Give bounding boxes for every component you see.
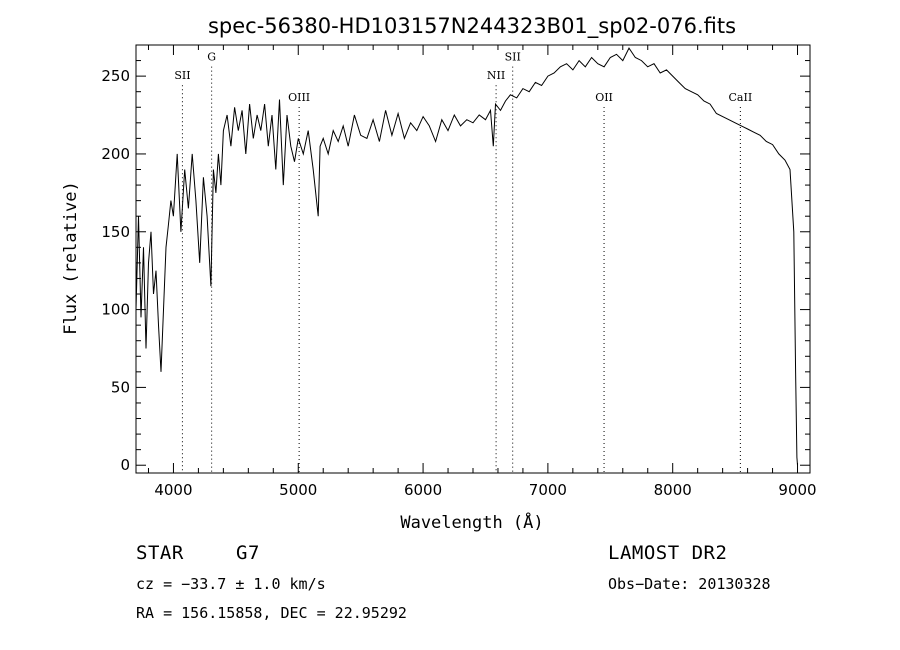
x-tick-label: 4000 (154, 481, 192, 499)
spectral-line-label: NII (487, 69, 505, 82)
survey-name: LAMOST DR2 (608, 542, 728, 564)
y-tick-label: 0 (120, 456, 130, 474)
object-class: STAR (136, 542, 184, 564)
y-tick-label: 50 (111, 378, 130, 396)
spectral-line-label: CaII (729, 91, 753, 104)
y-axis-label: Flux (relative) (61, 181, 81, 335)
spectral-line-label: OIII (288, 91, 310, 104)
plot-frame (135, 44, 811, 474)
y-axis-ticks: 0 50 100 150 200 250 (101, 60, 810, 474)
y-tick-label: 100 (101, 301, 130, 319)
x-tick-label: 8000 (654, 481, 692, 499)
y-tick-label: 200 (101, 145, 130, 163)
x-axis-label: Wavelength (Å) (400, 511, 543, 533)
spectral-line-label: SII (505, 51, 521, 64)
y-tick-label: 250 (101, 67, 130, 85)
y-tick-label: 150 (101, 223, 130, 241)
coordinates: RA = 156.15858, DEC = 22.95292 (136, 604, 407, 622)
spectrum-line (135, 47, 798, 466)
x-tick-label: 9000 (778, 481, 816, 499)
observation-date: Obs−Date: 20130328 (608, 575, 771, 593)
x-tick-label: 6000 (404, 481, 442, 499)
spectral-line-label: G (207, 51, 216, 64)
redshift-cz: cz = −33.7 ± 1.0 km/s (136, 575, 326, 593)
x-axis-ticks: 4000 5000 6000 7000 8000 9000 (147, 45, 817, 499)
spectral-line-label: OII (595, 91, 613, 104)
x-tick-label: 5000 (279, 481, 317, 499)
spectral-line-label: SII (174, 69, 190, 82)
x-tick-label: 7000 (529, 481, 567, 499)
chart-title: spec-56380-HD103157N244323B01_sp02-076.f… (208, 14, 736, 39)
object-subclass: G7 (236, 542, 260, 564)
